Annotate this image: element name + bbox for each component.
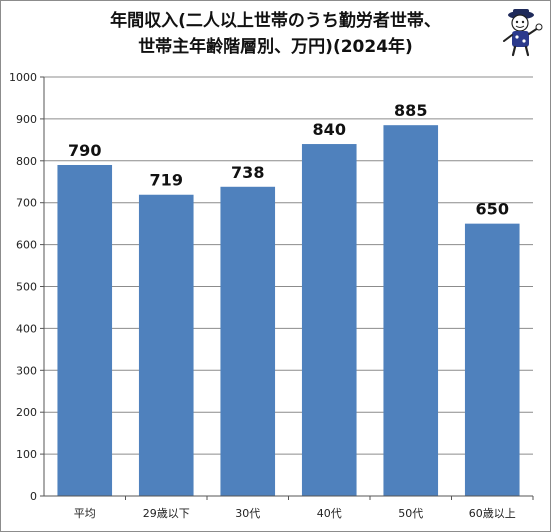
y-tick-label: 200 [16,406,37,419]
bar-2 [220,186,276,496]
data-labels: 790 719 738 840 885 650 [68,101,509,218]
bar-1 [138,194,194,496]
y-tick-label: 500 [16,281,37,294]
category-labels: 平均 29歳以下 30代 40代 50代 60歳以上 [74,507,516,520]
y-tick-labels: 0 100 200 300 400 500 600 700 800 900 1000 [9,71,37,503]
category-label: 40代 [317,507,342,520]
y-tick-label: 300 [16,364,37,377]
chart-title-line-1: 年間収入(二人以上世帯のうち勤労者世帯、 [110,11,441,31]
y-tick-label: 800 [16,155,37,168]
y-tick-label: 0 [30,490,37,503]
y-tick-label: 700 [16,197,37,210]
data-label: 790 [68,141,101,160]
y-tick-label: 100 [16,448,37,461]
category-label: 50代 [398,507,423,520]
cartoon-mascot-icon [503,9,543,57]
y-tick-label: 400 [16,322,37,335]
y-tick-label: 900 [16,113,37,126]
data-label: 650 [476,200,509,219]
category-label: 30代 [235,507,260,520]
chart-title: 年間収入(二人以上世帯のうち勤労者世帯、 世帯主年齢階層別、万円)(2024年) [0,8,551,60]
category-label: 29歳以下 [143,507,190,520]
category-label: 平均 [74,507,96,520]
data-label: 738 [231,163,264,182]
category-label: 60歳以上 [469,507,516,520]
y-tick-label: 600 [16,239,37,252]
bar-0 [57,164,113,497]
data-label: 840 [313,120,346,139]
bars [57,125,520,497]
bar-4 [383,125,439,496]
bar-3 [301,144,357,497]
data-label: 885 [394,101,427,120]
axes [40,76,534,500]
chart-title-line-2: 世帯主年齢階層別、万円)(2024年) [138,37,413,57]
bar-5 [464,223,520,496]
gridlines [44,76,533,455]
y-tick-label: 1000 [9,71,37,84]
data-label: 719 [150,171,183,190]
